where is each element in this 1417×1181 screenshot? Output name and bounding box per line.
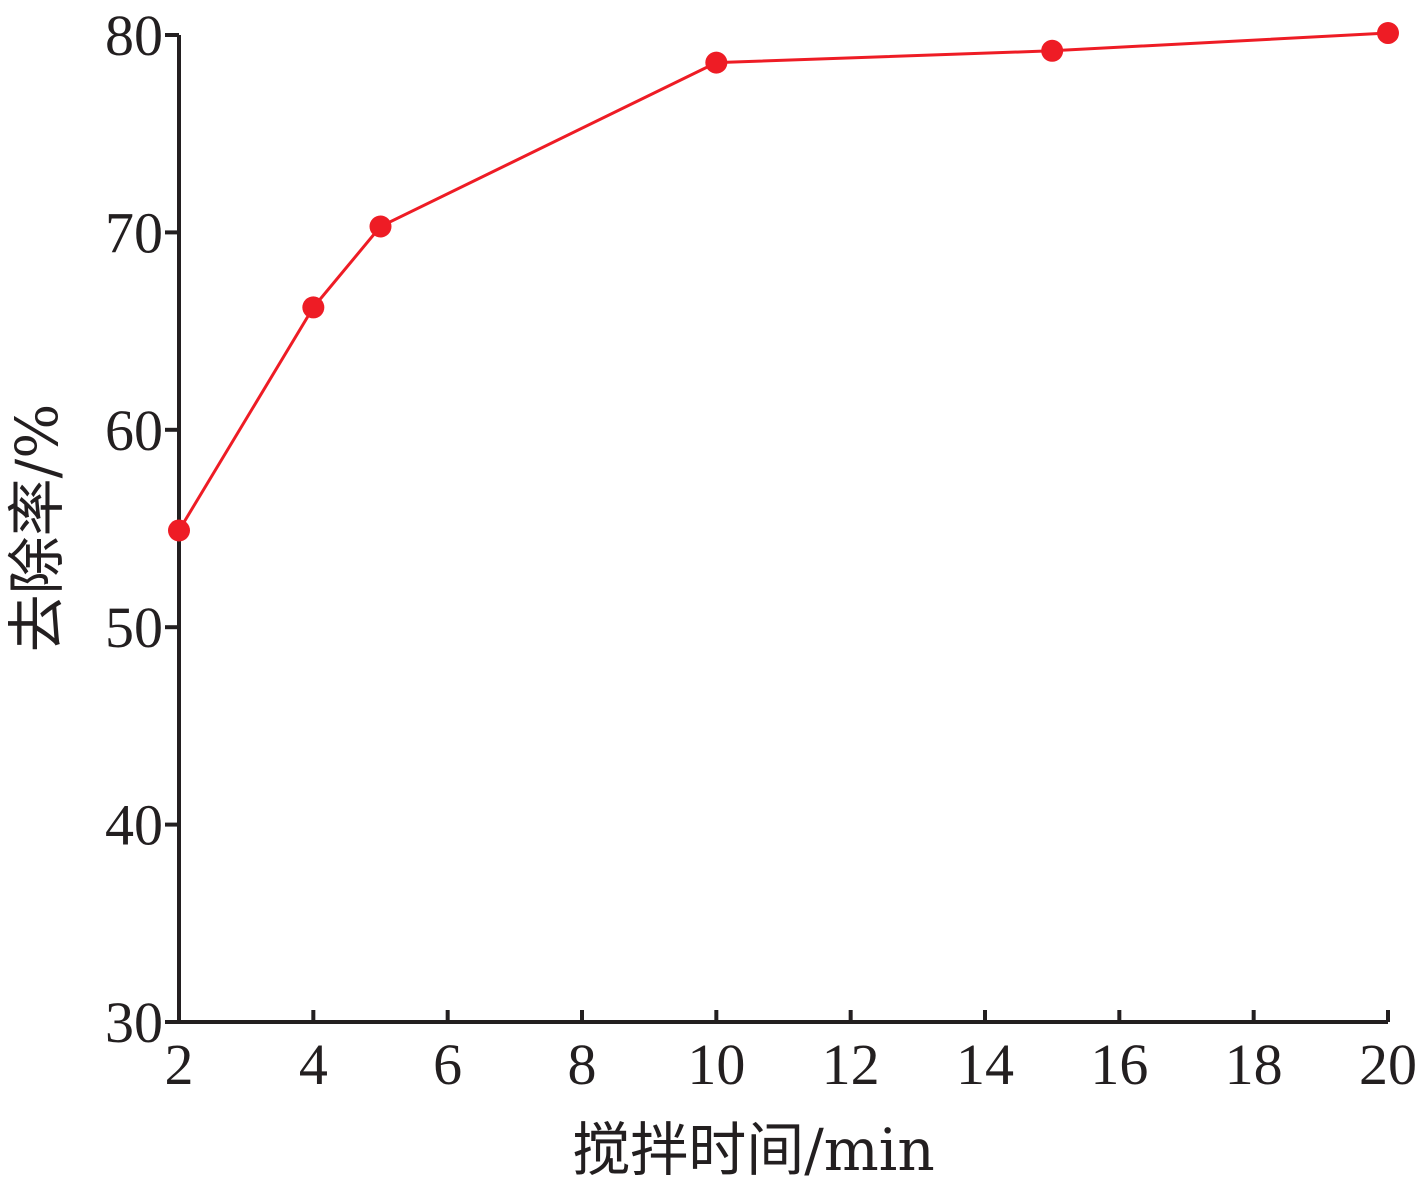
data-point (1377, 22, 1399, 45)
data-point (705, 51, 728, 74)
series-line (177, 31, 1389, 532)
x-tick-label: 10 (687, 1032, 745, 1097)
y-tick-label: 30 (105, 990, 163, 1055)
y-axis-ticks: 30 40 50 60 70 80 (105, 3, 179, 1055)
x-axis-ticks: 2 4 6 8 10 12 14 16 18 20 (165, 1010, 1417, 1097)
plot-axes (177, 35, 1388, 1024)
data-point (369, 215, 392, 238)
y-tick-label: 70 (105, 200, 163, 265)
y-tick-label: 50 (105, 595, 163, 660)
y-tick-label: 60 (105, 398, 163, 463)
x-tick-label: 14 (956, 1032, 1014, 1097)
y-tick-label: 80 (105, 3, 163, 68)
x-tick-label: 6 (433, 1032, 462, 1097)
data-point (302, 296, 325, 319)
y-tick-label: 40 (105, 793, 163, 858)
x-tick-label: 16 (1090, 1032, 1148, 1097)
x-tick-label: 4 (299, 1032, 328, 1097)
x-tick-label: 20 (1359, 1032, 1417, 1097)
data-series (168, 22, 1399, 542)
x-tick-label: 8 (568, 1032, 597, 1097)
x-axis-title: 搅拌时间/min (572, 1116, 934, 1181)
data-point (168, 519, 190, 542)
x-tick-label: 2 (165, 1032, 194, 1097)
x-tick-label: 18 (1225, 1032, 1283, 1097)
x-tick-label: 12 (822, 1032, 880, 1097)
data-point (1041, 39, 1064, 62)
y-axis-title: 去除率/% (3, 404, 71, 653)
